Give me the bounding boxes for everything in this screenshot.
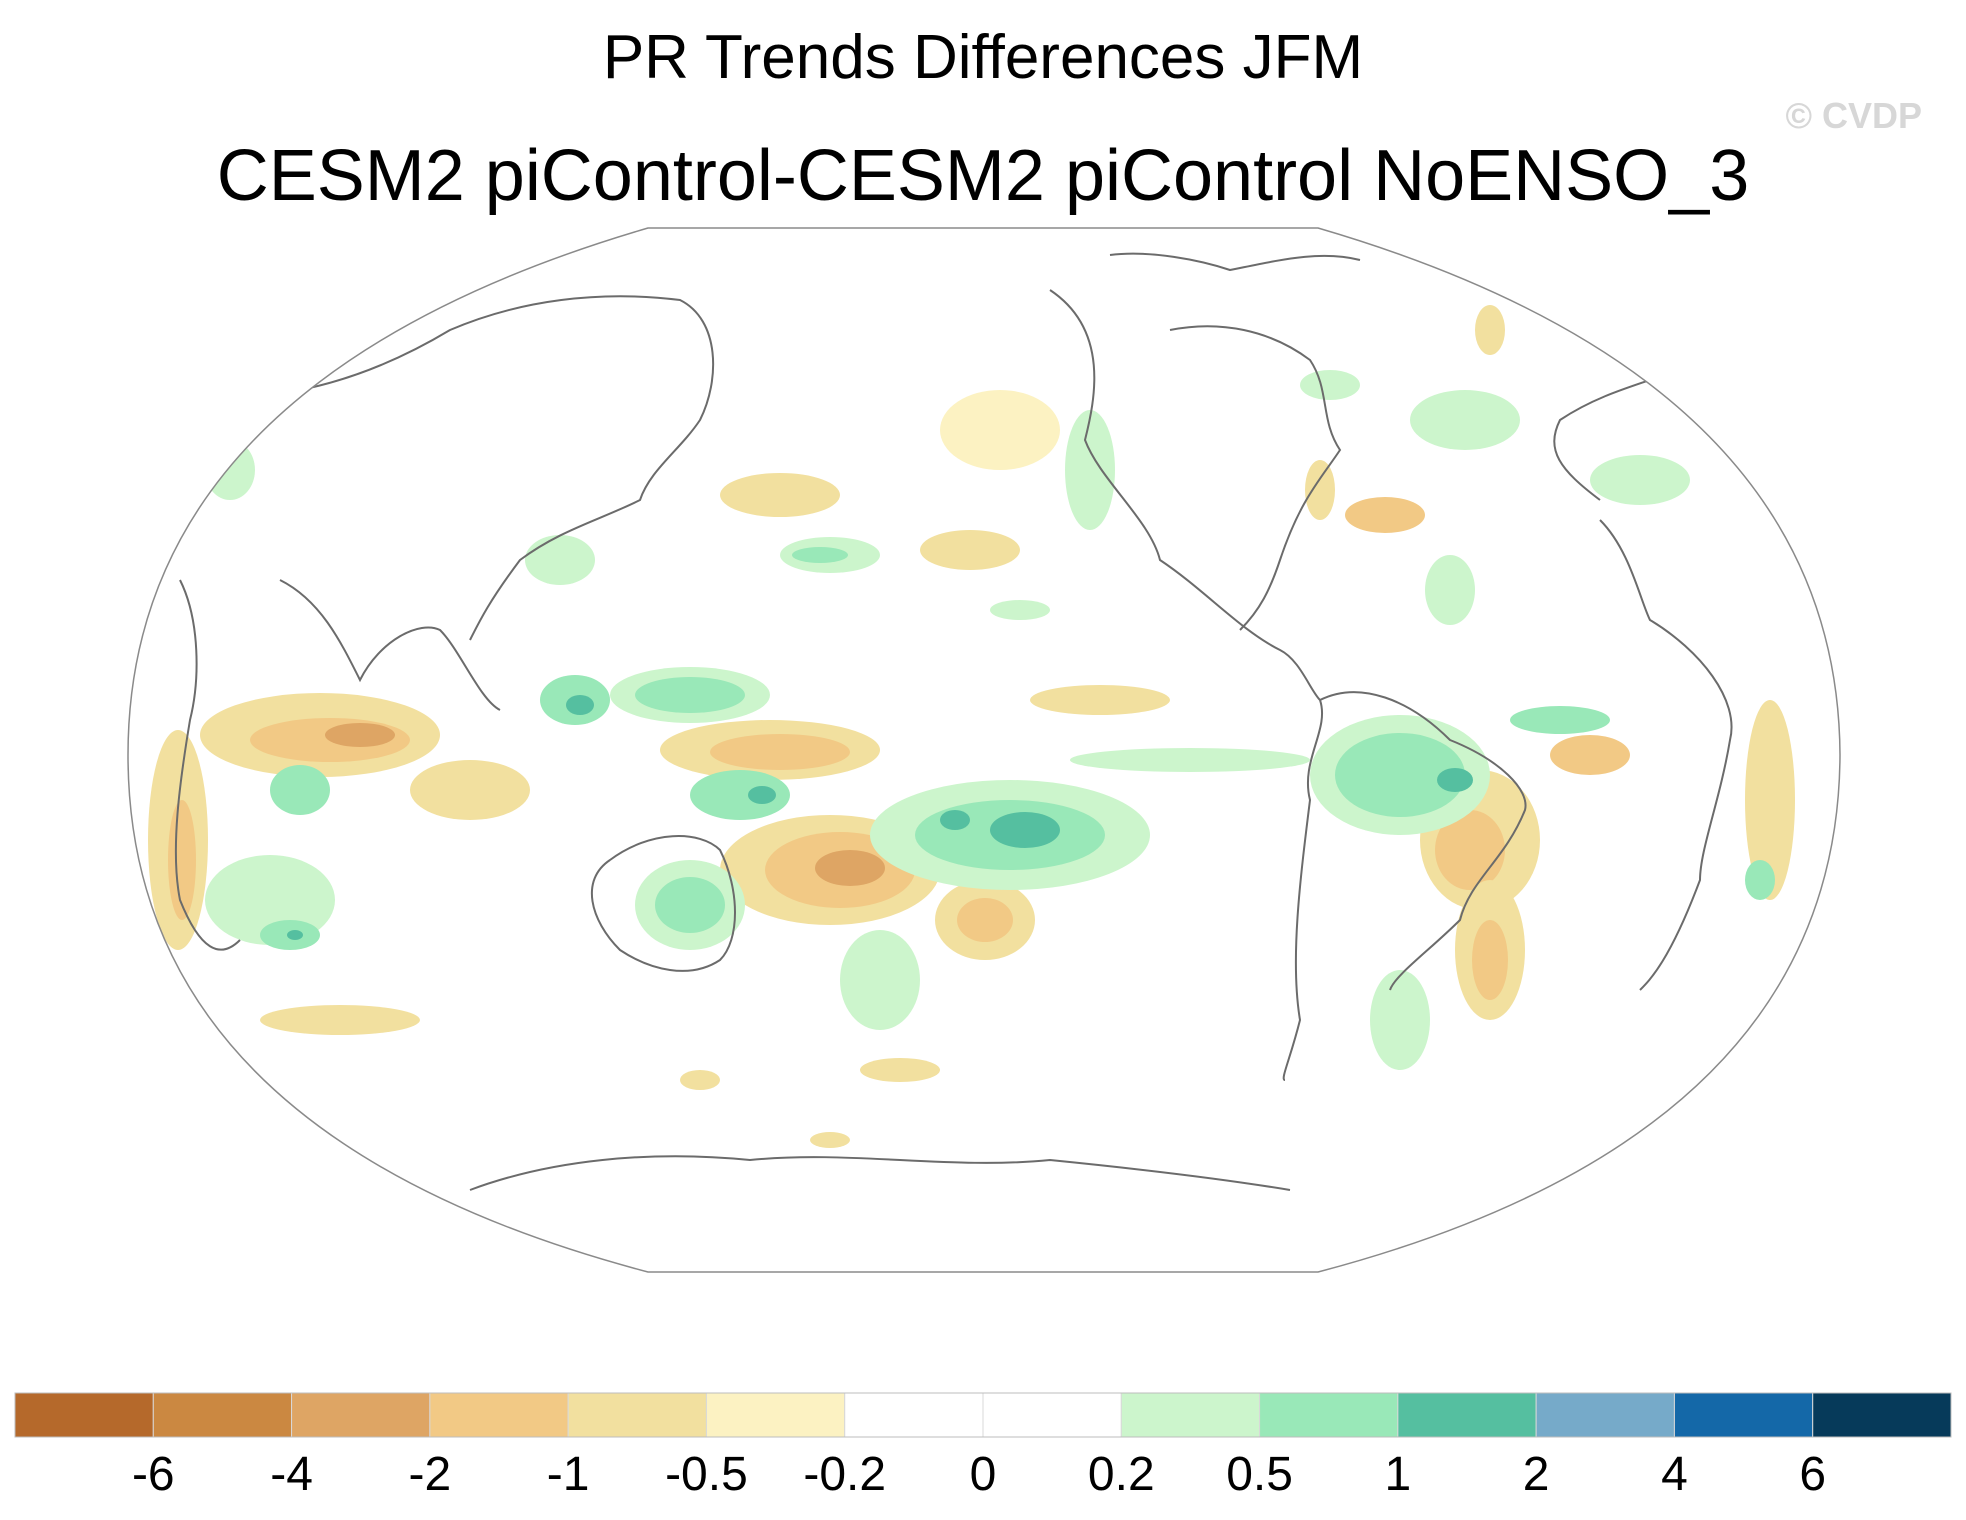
colorbar-box [14,1392,154,1438]
colorbar-tick-label: 0.2 [1088,1448,1155,1501]
colorbar-tick-label: 2 [1523,1448,1550,1501]
colorbar-box [152,1392,293,1438]
colorbar-box [429,1392,569,1438]
colorbar-tick-label: 0 [970,1448,997,1501]
colorbar-box [1673,1392,1814,1438]
colorbar-tick-label: 1 [1385,1448,1412,1501]
colorbar-tick-label: 6 [1799,1448,1826,1501]
colorbar-ticks: -6 -4 -2 -1 -0.5 -0.2 0 0.2 0.5 1 2 4 6 [132,1448,1826,1501]
colorbar-tick-label: -6 [132,1448,175,1501]
colorbar-box [982,1392,1122,1438]
colorbar-outline [14,1392,1952,1438]
map-field [148,252,1795,1191]
coastlines [174,252,1733,1191]
colorbar-tick-label: -2 [409,1448,452,1501]
colorbar-box [291,1392,431,1438]
world-map [127,227,1841,1273]
colorbar-box [1535,1392,1675,1438]
colorbar-tick-label: -4 [270,1448,313,1501]
dry-anomaly-regions [148,305,1795,1148]
colorbar-box [567,1392,707,1438]
cvdp-watermark: © CVDP [1785,95,1922,136]
colorbar-box [844,1392,984,1438]
colorbar-tick-label: -1 [547,1448,590,1501]
colorbar-box [1120,1392,1261,1438]
colorbar-tick-label: -0.5 [665,1448,748,1501]
colorbar-box [1397,1392,1537,1438]
colorbar-tick-label: -0.2 [803,1448,886,1501]
colorbar-tick-label: 4 [1661,1448,1688,1501]
colorbar-box [1812,1392,1952,1438]
map-title: PR Trends Differences JFM [602,23,1364,92]
colorbar-tick-label: 0.5 [1226,1448,1293,1501]
map-border [127,227,1841,1273]
map-subtitle: CESM2 piControl-CESM2 piControl NoENSO_3 [216,136,1750,216]
colorbar-boxes [14,1392,1952,1438]
colorbar-box [705,1392,846,1438]
colorbar-box [1259,1392,1399,1438]
wet-anomaly-regions [205,370,1775,1070]
